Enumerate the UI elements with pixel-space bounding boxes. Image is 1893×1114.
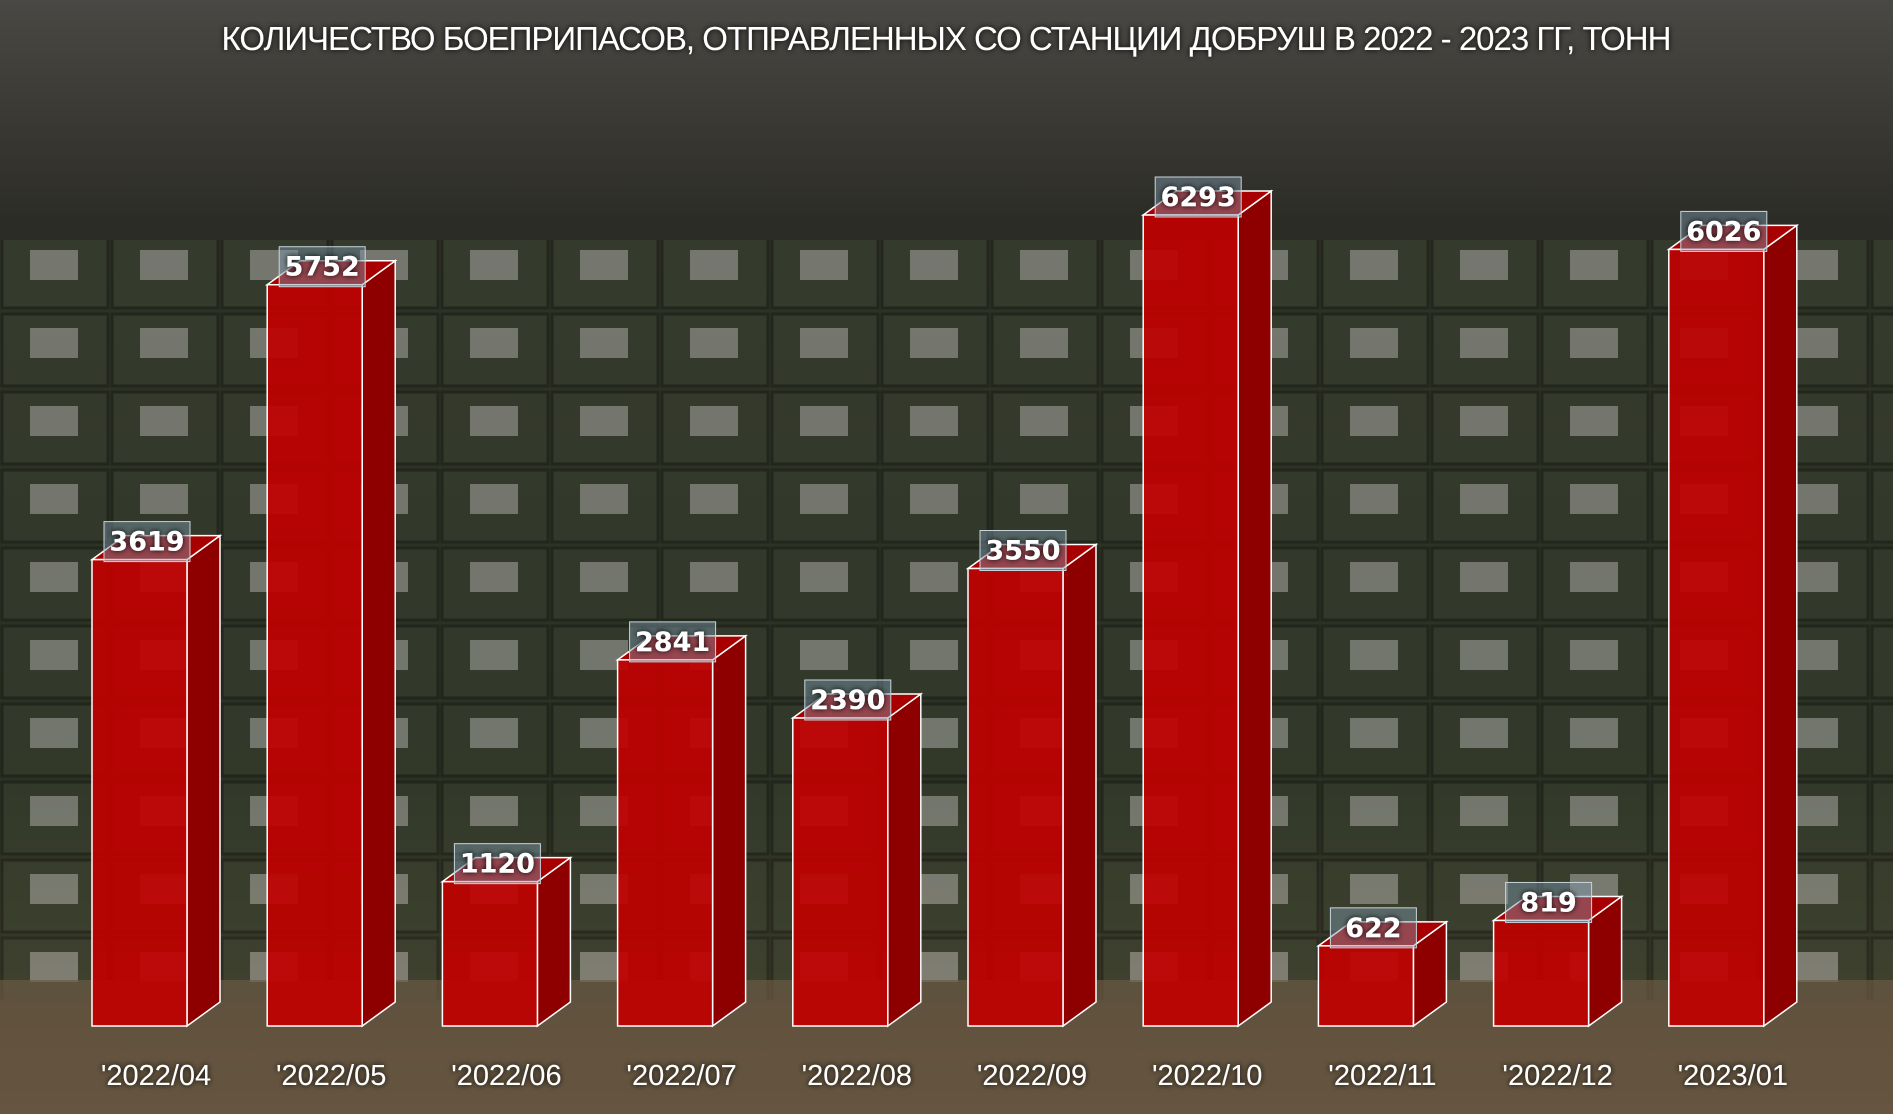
data-label-box (1505, 881, 1593, 923)
data-label: 3550 (985, 535, 1060, 566)
data-label: 2390 (810, 685, 885, 716)
chart-title: КОЛИЧЕСТВО БОЕПРИПАСОВ, ОТПРАВЛЕННЫХ СО … (222, 20, 1671, 57)
bar-side (711, 634, 747, 1028)
x-tick-label: '2022/05 (276, 1060, 386, 1092)
bar-side (361, 259, 396, 1028)
bar-side (1062, 543, 1097, 1028)
bar (1668, 248, 1765, 1027)
data-label-box (103, 521, 191, 563)
x-tick-label: '2022/06 (451, 1060, 561, 1092)
bar (616, 659, 714, 1027)
data-label: 3619 (109, 527, 184, 558)
bar-side (887, 692, 922, 1028)
data-label: 6293 (1161, 182, 1236, 213)
x-tick-label: '2022/04 (101, 1060, 211, 1092)
x-tick-label: '2022/09 (977, 1060, 1087, 1092)
bar (1492, 919, 1590, 1027)
data-label-box (804, 679, 892, 721)
data-label: 6026 (1686, 216, 1761, 247)
bar (266, 283, 363, 1027)
x-tick-label: '2022/12 (1502, 1060, 1612, 1092)
data-label: 5752 (285, 252, 360, 283)
bar-side (1237, 189, 1272, 1028)
x-tick-label: '2023/01 (1678, 1060, 1788, 1092)
bar (441, 880, 539, 1027)
data-label-box (453, 843, 541, 885)
data-label-box (1329, 907, 1417, 949)
bar-side (186, 534, 221, 1028)
x-tick-label: '2022/07 (626, 1060, 736, 1092)
bar (1142, 214, 1239, 1027)
x-tick-label: '2022/08 (802, 1060, 912, 1092)
data-label-box (278, 246, 366, 288)
bar (91, 558, 188, 1027)
data-label: 622 (1345, 913, 1401, 944)
x-tick-label: '2022/11 (1328, 1060, 1436, 1092)
x-tick-label: '2022/10 (1152, 1060, 1262, 1092)
data-label: 819 (1520, 887, 1576, 918)
data-label-box (1680, 210, 1768, 252)
bar (967, 567, 1064, 1027)
data-label-box (629, 621, 717, 663)
data-label-box (979, 529, 1067, 571)
bar-side (536, 856, 572, 1028)
bar-side (1763, 223, 1798, 1028)
data-label: 1120 (460, 849, 535, 880)
bar (1317, 945, 1415, 1027)
bar (792, 717, 889, 1027)
data-label-box (1154, 176, 1242, 218)
data-label: 2841 (635, 627, 710, 658)
